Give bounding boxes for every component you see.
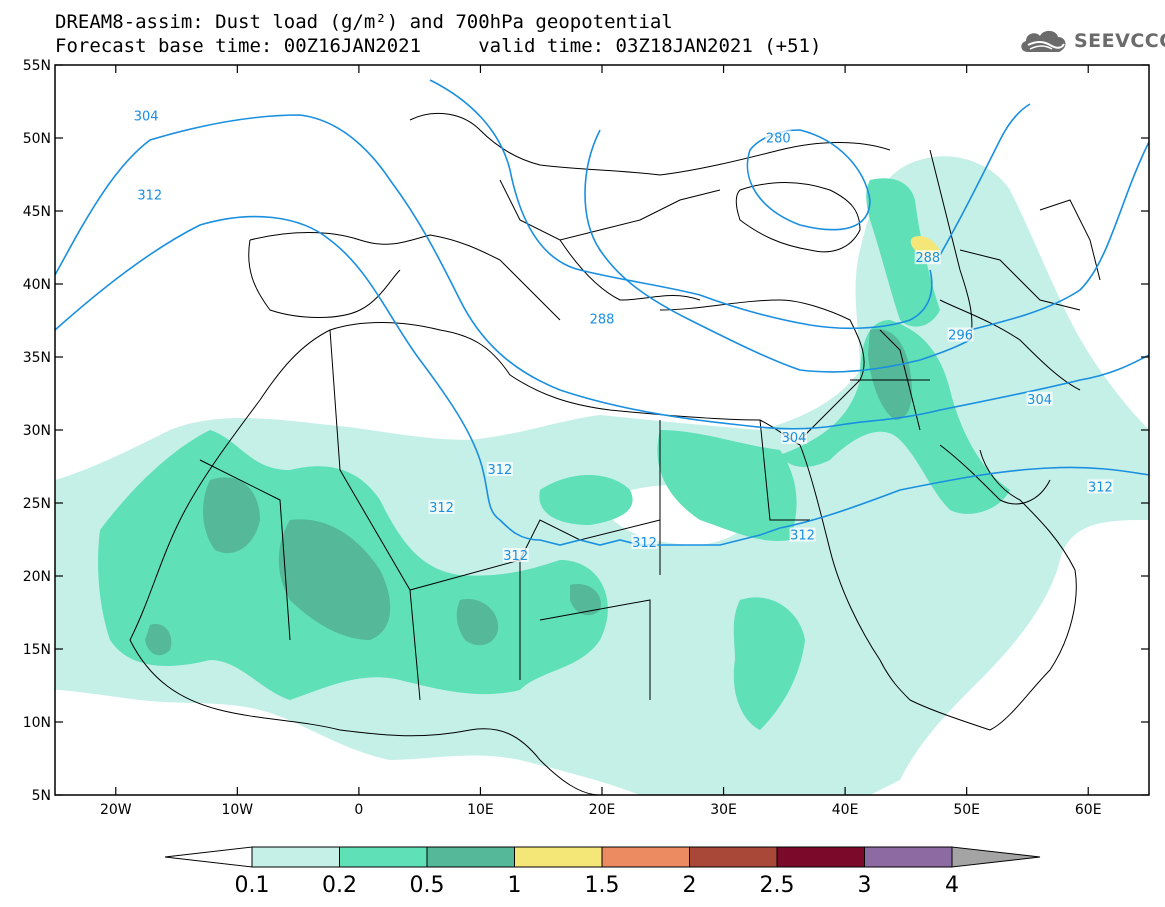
contour-label-bg: [631, 534, 658, 549]
map-title-line-1: DREAM8-assim: Dust load (g/m²) and 700hP…: [55, 11, 673, 33]
contour-label: 312: [503, 549, 528, 564]
lat-tick-label: 10N: [23, 715, 51, 731]
colorbar-under-arrow: [164, 846, 253, 868]
lat-tick-label: 50N: [23, 131, 51, 147]
colorbar-label: 4: [945, 873, 959, 898]
contour-label: 312: [429, 501, 454, 516]
colorbar-segment: [339, 846, 428, 868]
contour-label: 312: [1088, 480, 1113, 495]
contour-label: 312: [487, 463, 512, 478]
contour-label-bg: [502, 548, 529, 563]
colorbar-label: 2: [683, 873, 697, 898]
colorbar-segment: [514, 846, 603, 868]
lon-tick-label: 50E: [953, 802, 980, 818]
lat-tick-label: 25N: [23, 496, 51, 512]
lat-tick-label: 20N: [23, 569, 51, 585]
lon-tick-label: 20W: [100, 802, 132, 818]
lon-tick-label: 60E: [1075, 802, 1102, 818]
colorbar-label: 0.2: [322, 873, 357, 898]
lon-tick-label: 20E: [589, 802, 616, 818]
colorbar-segment: [776, 846, 865, 868]
dust-shading-dark: [145, 329, 912, 656]
logo-text: SEEVCCC: [1074, 30, 1165, 52]
contour-label-bg: [914, 250, 941, 265]
cloud-icon: [1021, 30, 1066, 52]
contour-label-bg: [133, 108, 160, 123]
colorbar-segment: [251, 846, 340, 868]
contour-label: 304: [134, 110, 159, 125]
lat-tick-label: 5N: [32, 788, 51, 804]
lon-tick-label: 10W: [221, 802, 253, 818]
lat-tick-label: 55N: [23, 58, 51, 74]
contour-label: 312: [790, 529, 815, 544]
contour-label: 312: [137, 188, 162, 203]
coastlines: [129, 112, 1101, 795]
colorbar-over-arrow: [951, 846, 1041, 868]
contour-label: 288: [915, 251, 940, 266]
contour-label-bg: [765, 130, 792, 145]
colorbar-label: 1: [508, 873, 522, 898]
contour-label: 312: [632, 536, 657, 551]
lat-tick-label: 35N: [23, 350, 51, 366]
contour-label-bg: [789, 527, 816, 542]
colorbar-segment: [601, 846, 690, 868]
contour-label-bg: [1087, 479, 1114, 494]
longitude-axis: 20W 10W 0 10E 20E 30E 40E 50E 60E: [100, 65, 1102, 818]
colorbar-label: 3: [858, 873, 872, 898]
lat-tick-label: 45N: [23, 204, 51, 220]
contour-label: 304: [782, 431, 807, 446]
contour-label: 288: [590, 313, 615, 328]
contour-label-bg: [947, 327, 974, 342]
contour-label: 304: [1027, 393, 1052, 408]
lon-tick-label: 30E: [710, 802, 737, 818]
contour-label-bg: [486, 461, 513, 476]
latitude-axis: 55N 50N 45N 40N 35N 30N 25N 20N 15N 10N 5N: [23, 58, 1149, 804]
colorbar-label: 1.5: [585, 873, 620, 898]
lat-tick-label: 40N: [23, 277, 51, 293]
map-title-line-2: Forecast base time: 00Z16JAN2021 valid t…: [55, 35, 822, 57]
lat-tick-label: 30N: [23, 423, 51, 439]
contour-label-bg: [428, 499, 455, 514]
colorbar-segment: [864, 846, 953, 868]
colorbar-segment: [689, 846, 778, 868]
contour-labels: 304 312 280 288 288 296 304 304 312 312 312 312 312 3…: [133, 108, 1114, 564]
lon-tick-label: 10E: [467, 802, 494, 818]
contour-label: 280: [766, 131, 791, 146]
contour-label-bg: [136, 187, 163, 202]
contour-label: 296: [948, 329, 973, 344]
colorbar-label: 2.5: [760, 873, 795, 898]
lon-tick-label: 0: [354, 802, 363, 818]
contour-label-bg: [1026, 391, 1053, 406]
lon-tick-label: 40E: [832, 802, 859, 818]
plot-area: 304 312 280 288 288 296 304 304 312 312 312 312 312 3…: [55, 65, 1149, 795]
colorbar-label: 0.5: [410, 873, 445, 898]
contour-label-bg: [589, 311, 615, 326]
contour-label-bg: [781, 429, 808, 444]
colorbar: 0.1 0.2 0.5 1 1.5 2 2.5 3 4: [164, 846, 1041, 898]
geopotential-contours: [55, 79, 1149, 546]
colorbar-label: 0.1: [235, 873, 270, 898]
seevccc-logo: SEEVCCC: [1018, 24, 1165, 58]
lat-tick-label: 15N: [23, 642, 51, 658]
colorbar-segment: [426, 846, 515, 868]
